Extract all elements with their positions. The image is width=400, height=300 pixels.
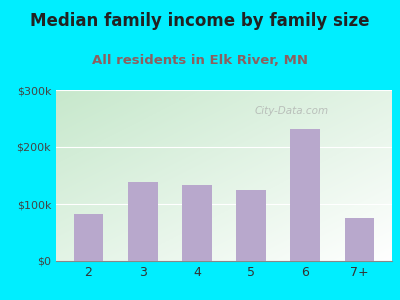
Bar bbox=[128, 182, 158, 261]
Text: All residents in Elk River, MN: All residents in Elk River, MN bbox=[92, 54, 308, 67]
Text: City-Data.com: City-Data.com bbox=[254, 106, 328, 116]
Text: Median family income by family size: Median family income by family size bbox=[30, 12, 370, 30]
Bar bbox=[182, 185, 212, 261]
Bar bbox=[344, 218, 374, 261]
Bar bbox=[236, 190, 266, 261]
Bar bbox=[74, 214, 104, 261]
Bar bbox=[290, 129, 320, 261]
